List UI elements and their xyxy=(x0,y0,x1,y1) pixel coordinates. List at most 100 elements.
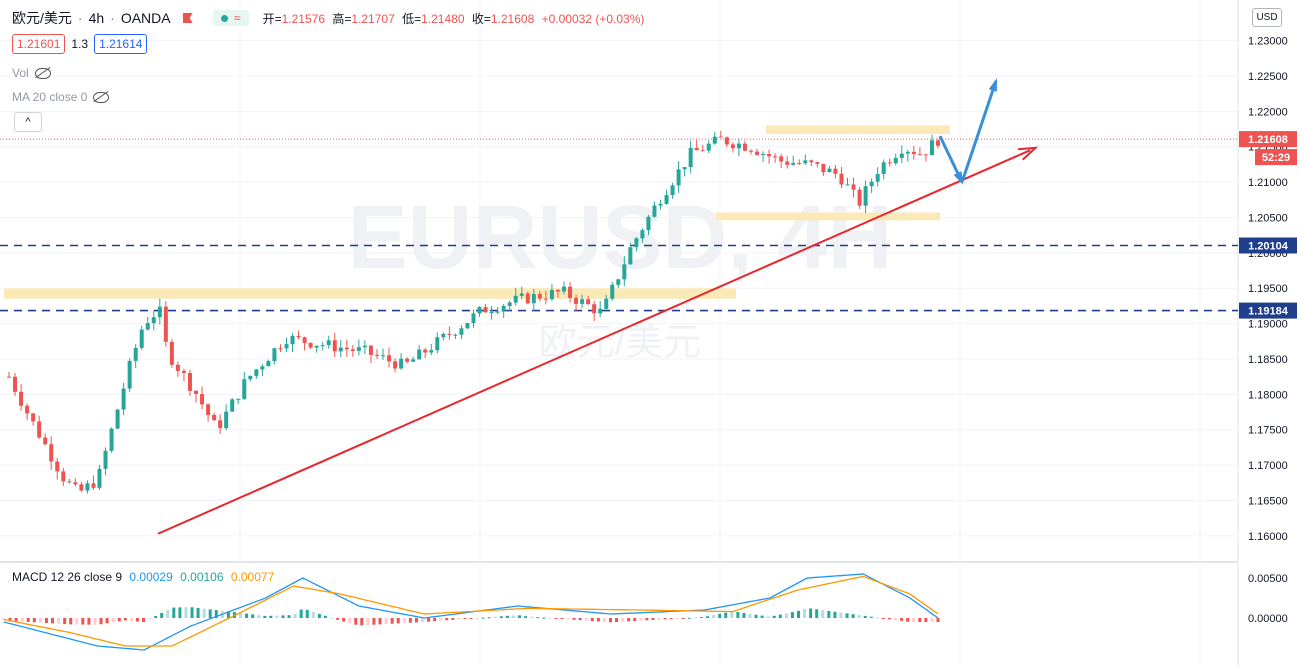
macd-hist-bar xyxy=(451,618,455,620)
currency-button[interactable]: USD xyxy=(1252,8,1282,27)
macd-hist-bar xyxy=(160,612,164,618)
macd-hist-bar xyxy=(402,618,406,624)
candle-body xyxy=(175,364,180,371)
support-resistance-zones xyxy=(4,125,950,299)
candle-body xyxy=(742,143,747,151)
candle-body xyxy=(230,399,235,412)
macd-hist-bar xyxy=(293,613,297,618)
candle-body xyxy=(791,162,796,165)
candle-body xyxy=(67,481,72,483)
macd-hist-bar xyxy=(317,613,321,618)
macd-hist-bar xyxy=(839,612,843,618)
high-value: 1.21707 xyxy=(351,11,395,26)
open-label: 开= xyxy=(262,11,282,26)
macd-hist-bar xyxy=(633,618,637,622)
candle-body xyxy=(97,468,102,488)
macd-tick-label: 0.00000 xyxy=(1248,613,1288,625)
last-price-label-bg xyxy=(1239,131,1297,148)
candle-body xyxy=(381,355,386,357)
macd-hist-bar xyxy=(390,618,394,624)
macd-hist-bar xyxy=(14,618,18,622)
candle-body xyxy=(278,348,283,350)
candle-body xyxy=(761,153,766,155)
watermark-name: 欧元/美元 xyxy=(539,322,702,364)
price-labels: 1.21608 52:29 1.20104 1.19184 xyxy=(1239,131,1297,319)
candle-body xyxy=(652,205,657,217)
flag-icon[interactable] xyxy=(182,13,193,23)
macd-hist-bar xyxy=(93,618,97,625)
price-tick-label: 1.16000 xyxy=(1248,531,1288,543)
candle-body xyxy=(899,153,904,158)
price-tick-label: 1.16500 xyxy=(1248,495,1288,507)
legend-header: 欧元/美元 · 4h · OANDA ≈ 开=1.21576 高=1.21707… xyxy=(12,8,644,28)
candle-body xyxy=(441,333,446,338)
quote-box: 1.21601 1.3 1.21614 xyxy=(12,34,148,54)
macd-label[interactable]: MACD 12 26 close 9 xyxy=(12,570,123,584)
macd-hist-bar xyxy=(930,618,934,622)
close-label: 收= xyxy=(471,11,491,26)
candle-body xyxy=(507,302,512,306)
candle-body xyxy=(664,195,669,204)
macd-hist-bar xyxy=(608,618,612,623)
macd-hist-bar xyxy=(827,610,831,618)
eye-hidden-icon[interactable] xyxy=(34,67,51,79)
macd-hist-bar xyxy=(851,614,855,618)
macd-hist-bar xyxy=(330,617,334,619)
macd-hist-bar xyxy=(542,617,546,619)
market-status-icon[interactable]: ≈ xyxy=(212,10,249,26)
macd-hist-bar xyxy=(809,608,813,618)
price-axis[interactable]: 1.230001.225001.220001.215001.210001.205… xyxy=(1248,36,1288,543)
buy-price-button[interactable]: 1.21614 xyxy=(94,34,148,54)
candle-body xyxy=(748,150,753,152)
macd-hist-bar xyxy=(742,612,746,618)
macd-hist-bar xyxy=(912,618,916,622)
macd-hist-bar xyxy=(378,618,382,625)
macd-hist-bar xyxy=(396,618,400,624)
macd-hist-bar xyxy=(869,616,873,618)
candle-body xyxy=(453,334,458,336)
indicator-ma[interactable]: MA 20 close 0 xyxy=(12,90,110,104)
macd-hist-bar xyxy=(657,618,661,620)
macd-hist-bar xyxy=(51,618,55,624)
candle-body xyxy=(803,160,808,164)
sell-price-button[interactable]: 1.21601 xyxy=(12,34,66,54)
candle-body xyxy=(592,304,597,314)
macd-hist-bar xyxy=(111,618,115,623)
macd-hist-bar xyxy=(8,618,12,621)
candle-body xyxy=(827,168,832,173)
macd-hist-bar xyxy=(81,618,85,625)
macd-hist-bar xyxy=(906,618,910,622)
macd-hist-bar xyxy=(226,611,230,618)
candle-body xyxy=(73,482,78,485)
candle-body xyxy=(49,444,54,462)
candle-body xyxy=(151,317,156,324)
eye-hidden-icon[interactable] xyxy=(93,91,110,103)
interval-label[interactable]: 4h xyxy=(88,10,105,26)
candle-body xyxy=(411,359,416,362)
macd-hist-bar xyxy=(287,615,291,618)
macd-hist-bar xyxy=(433,618,437,622)
macd-hist-bar xyxy=(712,615,716,618)
macd-hist-bar xyxy=(566,618,570,620)
candle-body xyxy=(103,450,108,469)
exchange-label[interactable]: OANDA xyxy=(120,10,171,26)
macd-hist-bar xyxy=(384,618,388,625)
candle-body xyxy=(121,388,126,410)
price-tick-label: 1.19500 xyxy=(1248,283,1288,295)
candle-body xyxy=(314,345,319,348)
macd-hist-bar xyxy=(784,613,788,618)
candle-body xyxy=(374,354,379,356)
macd-hist-bar xyxy=(420,618,424,623)
candle-body xyxy=(525,293,530,304)
macd-hist-bar xyxy=(572,618,576,620)
candle-body xyxy=(893,157,898,164)
macd-hist-bar xyxy=(578,618,582,621)
collapse-legend-button[interactable]: ^ xyxy=(14,112,42,132)
indicator-vol[interactable]: Vol xyxy=(12,66,51,80)
candle-body xyxy=(459,328,464,335)
symbol-name[interactable]: 欧元/美元 xyxy=(12,10,72,26)
candle-body xyxy=(332,340,337,352)
candle-body xyxy=(181,370,186,373)
macd-hist-bar xyxy=(57,618,61,624)
